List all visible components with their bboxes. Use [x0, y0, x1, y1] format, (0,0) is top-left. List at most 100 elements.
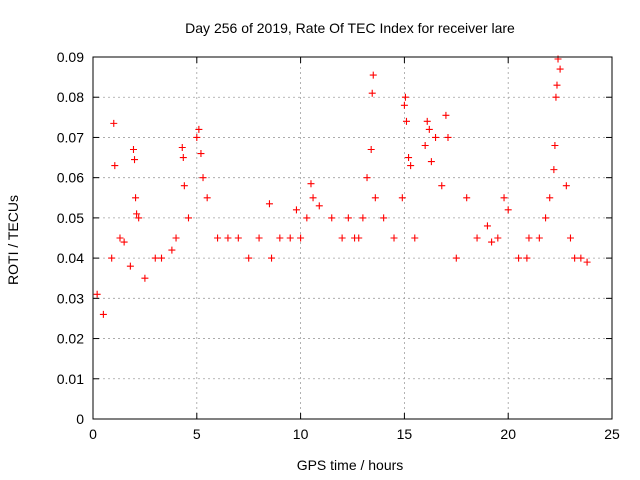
y-tick-label: 0.07 [57, 129, 84, 145]
x-tick-label: 20 [500, 426, 516, 442]
data-point [355, 234, 363, 242]
data-point [542, 214, 550, 222]
data-point [297, 234, 305, 242]
data-point [363, 174, 371, 182]
data-point [110, 119, 118, 127]
data-point [179, 154, 187, 162]
x-tick-label: 0 [89, 426, 97, 442]
data-point [427, 158, 435, 166]
data-point [268, 254, 276, 262]
data-point [405, 154, 413, 162]
data-point [515, 254, 523, 262]
grid-lines [93, 57, 612, 419]
data-point [566, 234, 574, 242]
data-point [328, 214, 336, 222]
data-point [494, 234, 502, 242]
data-point [553, 81, 561, 89]
y-tick-label: 0.06 [57, 170, 84, 186]
data-point [369, 71, 377, 79]
data-point [168, 246, 176, 254]
data-point [214, 234, 222, 242]
data-point [400, 101, 408, 109]
data-point [197, 150, 205, 158]
data-point [535, 234, 543, 242]
data-point [131, 156, 139, 164]
data-point [562, 182, 570, 190]
axis-ticks: 0 5 10 15 20 25 0 0.01 0.02 0.03 0.04 0.05 0.06 0.07 0… [57, 49, 620, 442]
data-point [577, 254, 585, 262]
data-point [583, 258, 591, 266]
data-point [463, 194, 471, 202]
data-point [398, 194, 406, 202]
chart-title: Day 256 of 2019, Rate Of TEC Index for r… [185, 20, 515, 36]
data-point [172, 234, 180, 242]
y-tick-label: 0.08 [57, 89, 84, 105]
data-point [423, 117, 431, 125]
data-point [401, 93, 409, 101]
data-point [442, 111, 450, 119]
data-point [551, 141, 559, 149]
data-point [203, 194, 211, 202]
x-tick-label: 25 [604, 426, 620, 442]
y-tick-label: 0.02 [57, 331, 84, 347]
y-axis-label: ROTI / TECUs [5, 195, 21, 285]
y-tick-label: 0.01 [57, 371, 84, 387]
data-point [488, 238, 496, 246]
data-point [500, 194, 508, 202]
data-point [438, 182, 446, 190]
data-point [432, 133, 440, 141]
data-point [255, 234, 263, 242]
x-tick-label: 5 [193, 426, 201, 442]
data-point [473, 234, 481, 242]
x-tick-label: 10 [293, 426, 309, 442]
data-point [523, 254, 531, 262]
data-point [338, 234, 346, 242]
data-point [483, 222, 491, 230]
data-point [525, 234, 533, 242]
data-point [99, 310, 107, 318]
data-point [421, 141, 429, 149]
data-point [344, 214, 352, 222]
x-tick-label: 15 [397, 426, 413, 442]
data-point [368, 89, 376, 97]
data-point [303, 214, 311, 222]
y-tick-label: 0.05 [57, 210, 84, 226]
data-point [367, 146, 375, 154]
data-point [444, 133, 452, 141]
data-point [184, 214, 192, 222]
data-point [552, 93, 560, 101]
data-point [133, 210, 141, 218]
data-point [132, 194, 140, 202]
data-point [141, 274, 149, 282]
data-point [245, 254, 253, 262]
data-point [402, 117, 410, 125]
data-point [407, 162, 415, 170]
data-point [234, 234, 242, 242]
data-point [93, 290, 101, 298]
data-point [452, 254, 460, 262]
plot-frame [92, 56, 613, 420]
data-point [195, 125, 203, 133]
data-point [286, 234, 294, 242]
data-point [504, 206, 512, 214]
data-point [309, 194, 317, 202]
data-point [571, 254, 579, 262]
data-point [380, 214, 388, 222]
y-tick-label: 0.09 [57, 49, 84, 65]
data-point [276, 234, 284, 242]
data-point [158, 254, 166, 262]
data-point [178, 144, 186, 151]
data-point [193, 133, 201, 141]
data-point [292, 206, 300, 214]
data-point [126, 262, 134, 270]
data-point [199, 174, 207, 182]
data-point [135, 214, 143, 222]
data-point [151, 254, 159, 262]
data-point [556, 65, 564, 73]
x-axis-label: GPS time / hours [297, 457, 404, 473]
data-point [550, 166, 558, 174]
data-point [108, 254, 116, 262]
y-tick-label: 0.03 [57, 290, 84, 306]
data-point [371, 194, 379, 202]
